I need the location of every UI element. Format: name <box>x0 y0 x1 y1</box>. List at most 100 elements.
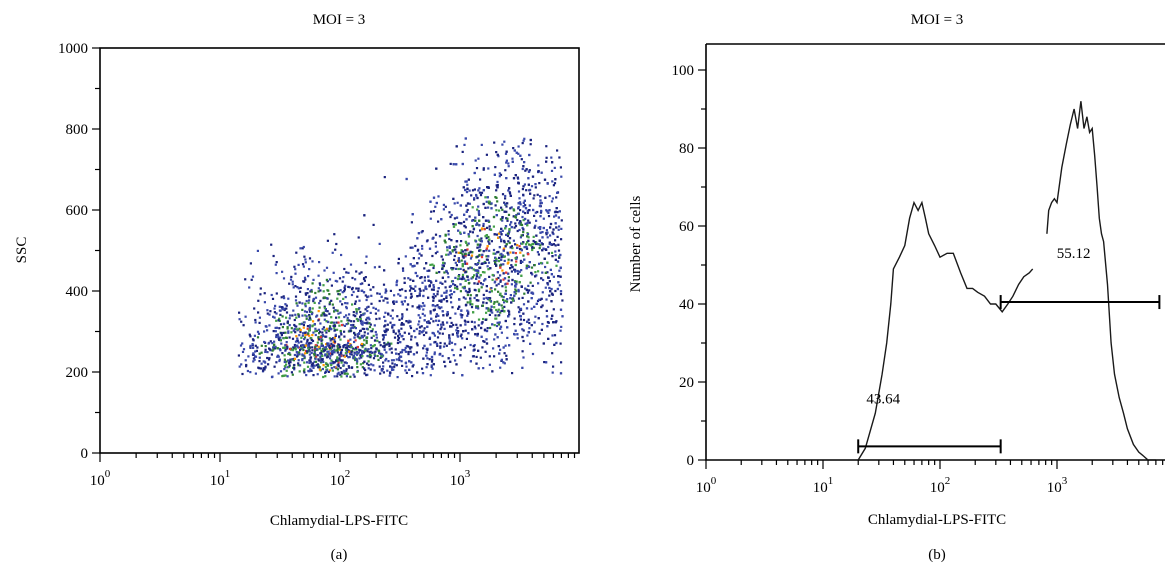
panel-a-y-tick-label: 400 <box>66 284 89 300</box>
data-point <box>482 202 485 206</box>
data-point <box>559 166 562 169</box>
data-point <box>497 290 500 293</box>
data-point <box>533 321 536 324</box>
data-point <box>289 278 293 281</box>
data-point <box>493 173 496 176</box>
data-point <box>348 355 351 359</box>
data-point <box>461 162 464 166</box>
data-point <box>456 201 459 204</box>
data-point <box>557 281 560 284</box>
data-point <box>268 341 271 344</box>
data-point <box>378 317 381 320</box>
data-point <box>507 189 510 192</box>
data-point <box>393 336 397 339</box>
data-point <box>310 369 313 372</box>
data-point <box>431 367 434 370</box>
data-point <box>390 366 393 369</box>
data-point <box>532 246 535 249</box>
data-point <box>319 322 322 325</box>
data-point <box>264 348 267 351</box>
data-point <box>517 290 520 293</box>
panel-a-y-axis-label: SSC <box>14 237 30 264</box>
data-point <box>560 175 563 178</box>
data-point <box>412 279 415 282</box>
data-point <box>522 201 525 204</box>
data-point <box>296 304 299 307</box>
data-point <box>339 355 342 358</box>
data-point <box>331 251 334 254</box>
data-point <box>372 286 375 289</box>
gate-label-2: 55.12 <box>1057 246 1091 262</box>
data-point <box>428 285 431 288</box>
data-point <box>308 348 311 351</box>
data-point <box>313 348 316 351</box>
data-point <box>409 278 412 281</box>
data-point <box>391 324 394 327</box>
data-point <box>389 371 392 374</box>
data-point <box>317 319 320 322</box>
data-point <box>459 324 462 327</box>
data-point <box>483 328 487 331</box>
data-point <box>507 276 510 279</box>
data-point <box>271 297 275 300</box>
data-point <box>299 247 302 250</box>
data-point <box>466 275 469 278</box>
data-point <box>266 309 269 312</box>
data-point <box>423 319 426 322</box>
data-point <box>497 282 500 286</box>
data-point <box>444 280 447 283</box>
data-point <box>336 356 339 359</box>
data-point <box>412 353 416 356</box>
data-point <box>553 182 557 185</box>
data-point <box>558 256 561 259</box>
data-point <box>487 202 491 205</box>
data-point <box>429 200 432 203</box>
data-point <box>437 319 441 322</box>
data-point <box>339 351 342 355</box>
data-point <box>510 221 513 224</box>
data-point <box>294 272 297 275</box>
data-point <box>380 368 383 371</box>
data-point <box>487 219 490 222</box>
data-point <box>473 296 476 300</box>
data-point <box>527 177 530 180</box>
panel-b-label: (b) <box>928 547 946 563</box>
data-point <box>477 205 480 208</box>
data-point <box>496 300 499 303</box>
data-point <box>553 343 556 346</box>
data-point <box>313 352 316 356</box>
data-point <box>445 291 448 294</box>
data-point <box>450 341 454 344</box>
data-point <box>339 348 342 351</box>
data-point <box>501 208 504 211</box>
data-point <box>432 264 435 267</box>
data-point <box>293 363 296 367</box>
data-point <box>263 330 266 333</box>
data-point <box>548 209 551 212</box>
data-point <box>289 353 292 356</box>
data-point <box>499 366 502 369</box>
data-point <box>503 362 506 365</box>
data-point <box>509 297 512 300</box>
data-point <box>516 218 519 222</box>
data-point <box>522 329 525 332</box>
data-point <box>500 358 503 361</box>
data-point <box>286 327 289 330</box>
data-point <box>281 315 284 318</box>
data-point <box>309 310 312 313</box>
data-point <box>287 331 290 334</box>
data-point <box>318 366 321 369</box>
data-point <box>357 236 360 239</box>
data-point <box>390 359 394 362</box>
data-point <box>456 277 460 281</box>
data-point <box>471 231 474 234</box>
data-point <box>283 368 286 371</box>
data-point <box>400 335 403 338</box>
data-point <box>404 369 407 372</box>
data-point <box>549 268 552 271</box>
data-point <box>526 241 529 244</box>
data-point <box>460 309 463 312</box>
data-point <box>480 256 484 259</box>
data-point <box>452 371 455 374</box>
data-point <box>546 236 549 239</box>
